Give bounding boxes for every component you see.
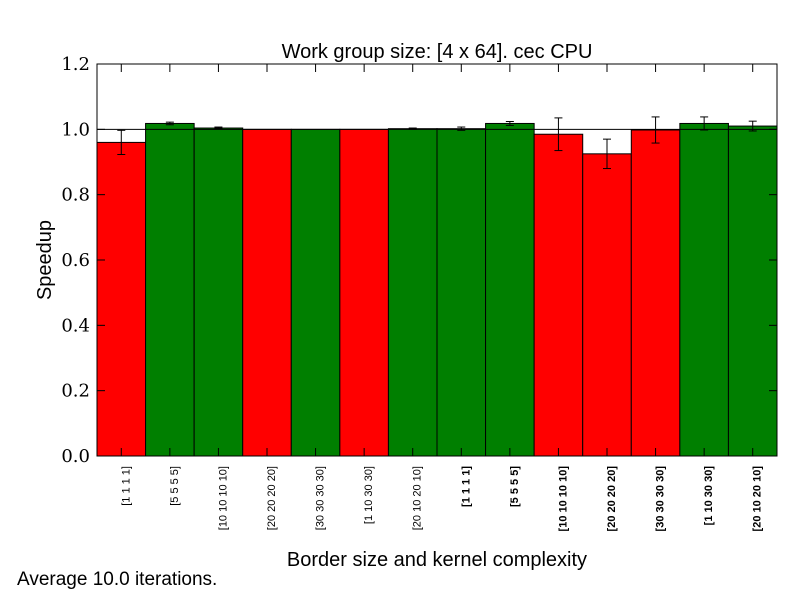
x-tick-label: [1 1 1 1] — [120, 466, 132, 506]
bar-3 — [193, 127, 244, 457]
error-bar-14 — [748, 120, 757, 132]
error-bar-9 — [505, 120, 514, 126]
footnote: Average 10.0 iterations. — [17, 569, 218, 590]
x-tick-label: [20 20 20 20] — [266, 466, 278, 530]
bar-2 — [145, 122, 195, 457]
bar-13 — [679, 122, 729, 457]
error-bar-1 — [117, 129, 126, 155]
x-tick-label: [30 30 30 30] — [315, 466, 327, 530]
y-axis-ticks: 0.0 0.2 0.4 0.6 0.8 1.0 1.2 — [61, 54, 777, 467]
x-tick-label: [20 20 20 20] — [606, 466, 618, 532]
error-bar-13 — [700, 116, 709, 131]
y-tick-label: 1.2 — [61, 54, 90, 75]
bar-12 — [630, 129, 681, 457]
error-bars-layer — [117, 116, 757, 170]
error-bar-8 — [457, 126, 466, 131]
x-tick-label: [20 10 20 10] — [752, 466, 764, 532]
y-tick-label: 0.2 — [61, 381, 90, 402]
bar-14 — [727, 125, 778, 457]
bar-1 — [96, 141, 147, 457]
bar-4 — [242, 128, 292, 457]
bar-10 — [533, 133, 584, 457]
y-tick-label: 0.0 — [61, 446, 90, 467]
bar-7 — [387, 128, 438, 457]
bars-layer — [96, 122, 778, 457]
x-tick-label: [5 5 5 5] — [509, 466, 521, 507]
x-tick-label: [1 1 1 1] — [460, 466, 472, 507]
x-tick-label: [20 10 20 10] — [412, 466, 424, 530]
x-tick-label: [10 10 10 10] — [217, 466, 229, 530]
bar-8 — [436, 128, 487, 457]
x-tick-label: [10 10 10 10] — [557, 466, 569, 532]
chart-title: Work group size: [4 x 64]. cec CPU — [282, 41, 593, 63]
error-bar-12 — [651, 116, 660, 144]
error-bar-7 — [408, 127, 417, 130]
y-axis-label: Speedup — [34, 220, 56, 300]
bar-9 — [485, 122, 535, 457]
bar-6 — [339, 128, 389, 457]
x-tick-label: [30 30 30 30] — [655, 466, 667, 532]
bar-5 — [290, 128, 341, 457]
y-tick-label: 0.8 — [61, 185, 90, 206]
y-tick-label: 0.4 — [61, 315, 90, 336]
error-bar-11 — [603, 138, 611, 170]
error-bar-10 — [554, 117, 563, 152]
error-bar-2 — [165, 121, 174, 126]
x-axis-label: Border size and kernel complexity — [287, 549, 587, 571]
bar-11 — [582, 153, 632, 457]
x-tick-label: [1 10 30 30] — [363, 466, 375, 524]
error-bar-3 — [214, 126, 223, 130]
x-axis-ticks: [1 1 1 1] [5 5 5 5] [10 10 10 10] [20 20 20… — [120, 64, 764, 532]
y-tick-label: 0.6 — [61, 250, 90, 271]
x-tick-label: [1 10 30 30] — [703, 466, 715, 526]
x-tick-label: [5 5 5 5] — [169, 466, 181, 506]
y-tick-label: 1.0 — [61, 119, 90, 140]
